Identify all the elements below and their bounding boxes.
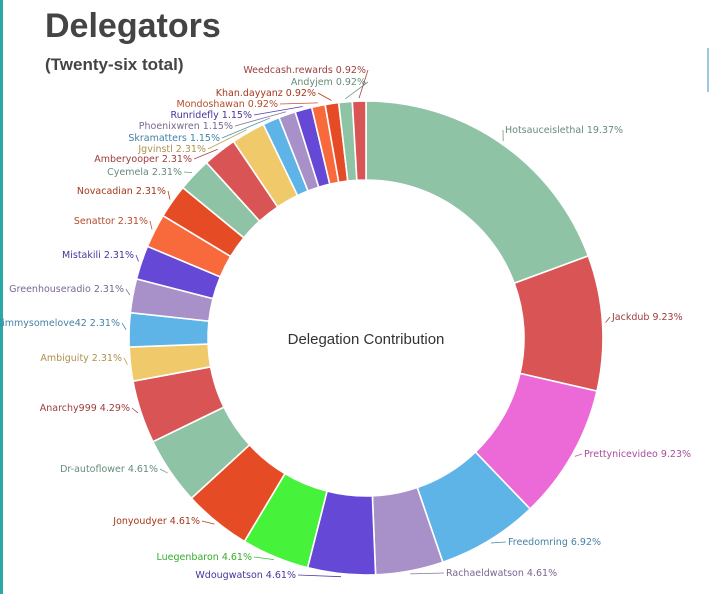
leader-line bbox=[135, 254, 139, 262]
leader-line bbox=[234, 111, 287, 127]
leader-line bbox=[201, 520, 215, 525]
slice-group bbox=[128, 100, 604, 576]
leader-line bbox=[253, 556, 274, 561]
left-accent-rule bbox=[0, 0, 3, 594]
slice-label: Jackdub 9.23% bbox=[611, 312, 683, 323]
slice-label: Dr-autoflower 4.61% bbox=[60, 464, 158, 475]
slice-label: Greenhouseradio 2.31% bbox=[9, 284, 124, 295]
leader-line bbox=[131, 407, 139, 414]
slice-label: Skramatters 1.15% bbox=[128, 133, 220, 144]
leader-line bbox=[159, 468, 168, 474]
slice-label: Cyemela 2.31% bbox=[107, 167, 182, 178]
slice-label: Phoenixwren 1.15% bbox=[139, 121, 233, 132]
leader-line bbox=[279, 102, 318, 105]
leader-line bbox=[253, 106, 303, 116]
leader-line bbox=[183, 171, 193, 174]
leader-line bbox=[574, 453, 583, 457]
leader-line bbox=[207, 129, 247, 150]
leader-line bbox=[221, 117, 271, 139]
slice-label-group: Hotsauceislethal 19.37% Jackdub 9.23% Pret… bbox=[0, 65, 691, 581]
leader-line bbox=[123, 357, 128, 365]
slice-label: Amberyooper 2.31% bbox=[94, 154, 192, 165]
slice-label: Ambiguity 2.31% bbox=[40, 353, 122, 364]
slice-label: Wdougwatson 4.61% bbox=[195, 570, 296, 581]
leader-line bbox=[193, 148, 218, 160]
slice-label: Kimmysomelove42 2.31% bbox=[0, 318, 120, 329]
leader-line bbox=[125, 288, 131, 296]
leader-line bbox=[167, 190, 171, 200]
leader-line bbox=[297, 574, 342, 578]
slice-label: Khan.dayyanz 0.92% bbox=[216, 88, 316, 99]
slice-label: Senattor 2.31% bbox=[74, 216, 148, 227]
slice-label: Freedomring 6.92% bbox=[508, 537, 601, 548]
leader-line-group bbox=[121, 69, 611, 578]
right-scroll-indicator bbox=[707, 48, 709, 92]
leader-line bbox=[358, 69, 369, 99]
leader-line bbox=[605, 316, 611, 323]
leader-line bbox=[121, 322, 127, 330]
slice-label: Luegenbaron 4.61% bbox=[157, 552, 252, 563]
page-title: Delegators bbox=[45, 7, 221, 45]
slice-label: Mondoshawan 0.92% bbox=[177, 99, 278, 110]
slice-label: Anarchy999 4.29% bbox=[40, 403, 130, 414]
leader-line bbox=[490, 541, 507, 544]
chart-center-label: Delegation Contribution bbox=[288, 331, 445, 348]
slice-label: Hotsauceislethal 19.37% bbox=[505, 125, 623, 136]
slice-label: Jgvinstl 2.31% bbox=[137, 144, 206, 155]
slice-label: Mistakili 2.31% bbox=[62, 250, 134, 261]
page-subtitle: (Twenty-six total) bbox=[45, 55, 184, 74]
leader-line bbox=[410, 572, 445, 575]
slice-label: Rachaeldwatson 4.61% bbox=[446, 568, 557, 579]
leader-line bbox=[149, 220, 153, 230]
leader-line bbox=[344, 81, 369, 100]
slice-label: Weedcash.rewards 0.92% bbox=[243, 65, 366, 76]
slice-label: Runridefly 1.15% bbox=[171, 110, 252, 121]
slice-weedcash-rewards[interactable] bbox=[351, 100, 367, 182]
slice-label: Andyjem 0.92% bbox=[291, 77, 366, 88]
leader-line bbox=[317, 92, 332, 101]
slice-label: Jonyoudyer 4.61% bbox=[112, 516, 200, 527]
slice-label: Novacadian 2.31% bbox=[77, 186, 166, 197]
slice-label: Prettynicevideo 9.23% bbox=[584, 449, 691, 460]
